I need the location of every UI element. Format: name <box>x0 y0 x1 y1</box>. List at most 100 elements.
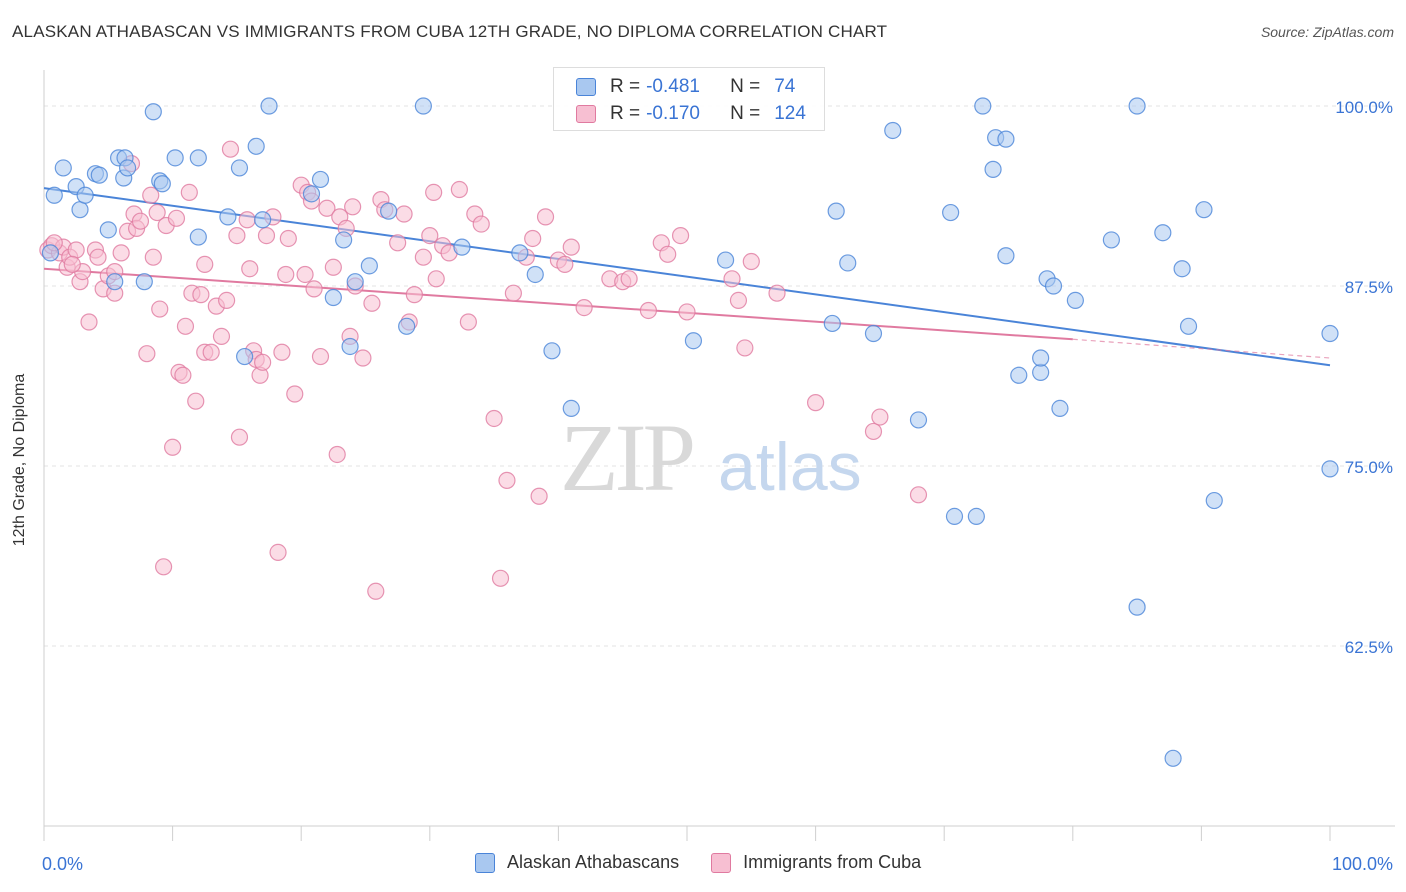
data-point <box>189 228 207 246</box>
data-point <box>1044 277 1063 295</box>
data-point <box>1154 224 1172 242</box>
data-point <box>318 199 336 217</box>
data-point <box>421 227 439 245</box>
data-point <box>131 212 150 230</box>
data-point <box>344 198 362 216</box>
legend-r-label: R = <box>610 76 641 97</box>
data-point <box>1179 317 1198 335</box>
data-point <box>151 300 169 318</box>
data-point <box>427 270 445 288</box>
data-point <box>1051 399 1069 417</box>
legend-row-athabascan: R = -0.481 N = 74 <box>576 75 795 99</box>
data-point <box>742 252 760 271</box>
data-point <box>196 255 214 273</box>
data-point <box>54 159 72 177</box>
data-point <box>395 205 413 223</box>
legend-r-label: R = <box>610 103 641 124</box>
data-point <box>311 170 330 189</box>
series-cuba-points <box>39 140 928 600</box>
data-point <box>425 183 443 201</box>
data-point <box>827 202 845 220</box>
series-legend-cuba[interactable]: Immigrants from Cuba <box>711 852 921 873</box>
legend-r-value: -0.170 <box>646 103 700 124</box>
data-point <box>543 342 561 360</box>
x-tick-label-left: 0.0% <box>42 854 83 874</box>
data-point <box>405 286 423 304</box>
data-point <box>218 291 236 309</box>
data-point <box>63 255 81 273</box>
data-point <box>684 332 703 350</box>
data-point <box>346 273 364 291</box>
data-point <box>154 558 173 576</box>
data-point <box>945 507 964 526</box>
y-tick-labels: 100.0% 87.5% 75.0% 62.5% <box>1335 98 1393 657</box>
data-point <box>864 422 883 441</box>
legend-r-value: -0.481 <box>646 76 700 97</box>
data-point <box>450 180 468 199</box>
data-point <box>302 185 321 203</box>
data-point <box>556 255 574 273</box>
data-point <box>135 273 153 291</box>
data-point <box>167 209 186 227</box>
data-point <box>884 121 902 140</box>
data-point <box>659 245 677 263</box>
trend-line-extension <box>1072 338 1331 359</box>
grid-lines <box>44 105 1395 647</box>
data-point <box>1321 324 1339 343</box>
y-tick-label: 87.5% <box>1345 278 1393 297</box>
data-point <box>536 208 555 226</box>
data-point <box>90 166 108 184</box>
x-tick-labels: 0.0% 100.0% <box>42 854 1393 874</box>
data-point <box>498 471 516 489</box>
correlation-legend: R = -0.481 N = 74 R = -0.170 N = 124 <box>553 67 825 131</box>
data-point <box>187 392 205 410</box>
data-point <box>526 265 544 284</box>
data-point <box>238 211 256 229</box>
data-point <box>118 159 137 177</box>
data-point <box>241 260 259 278</box>
data-point <box>942 203 960 222</box>
data-point <box>768 284 786 302</box>
series-legend-athabascan[interactable]: Alaskan Athabascans <box>475 852 679 873</box>
data-point <box>504 284 522 302</box>
series-label-athabascan: Alaskan Athabascans <box>507 852 680 872</box>
data-point <box>76 186 94 204</box>
y-tick-label: 75.0% <box>1345 458 1393 477</box>
data-point <box>219 208 237 226</box>
data-point <box>389 234 407 252</box>
data-point <box>80 313 98 331</box>
data-point <box>729 291 748 309</box>
data-point <box>311 347 330 366</box>
axes <box>43 70 1395 841</box>
series-label-cuba: Immigrants from Cuba <box>743 852 922 872</box>
legend-row-cuba: R = -0.170 N = 124 <box>576 102 806 126</box>
data-point <box>138 345 156 363</box>
data-point <box>341 337 359 356</box>
trend-line-cuba <box>43 267 1073 341</box>
data-point <box>236 347 254 366</box>
data-point <box>41 244 60 262</box>
data-point <box>491 569 510 587</box>
data-point <box>562 238 580 256</box>
data-point <box>1205 491 1223 510</box>
series-athabascan-points <box>41 97 1339 767</box>
y-tick-label: 100.0% <box>1335 98 1393 117</box>
legend-n-label: N = <box>730 103 761 124</box>
data-point <box>99 221 117 239</box>
data-point <box>414 97 432 115</box>
data-point <box>89 248 107 266</box>
data-point <box>277 265 295 284</box>
data-point <box>269 543 287 562</box>
data-point <box>620 270 638 288</box>
data-point <box>459 313 477 331</box>
data-point <box>485 409 503 428</box>
data-point <box>1128 598 1146 616</box>
data-point <box>472 215 490 233</box>
data-point <box>144 103 162 121</box>
data-point <box>1032 349 1050 367</box>
data-point <box>398 317 416 335</box>
data-point <box>1102 231 1120 249</box>
data-point <box>974 97 992 115</box>
data-points <box>39 97 1339 767</box>
